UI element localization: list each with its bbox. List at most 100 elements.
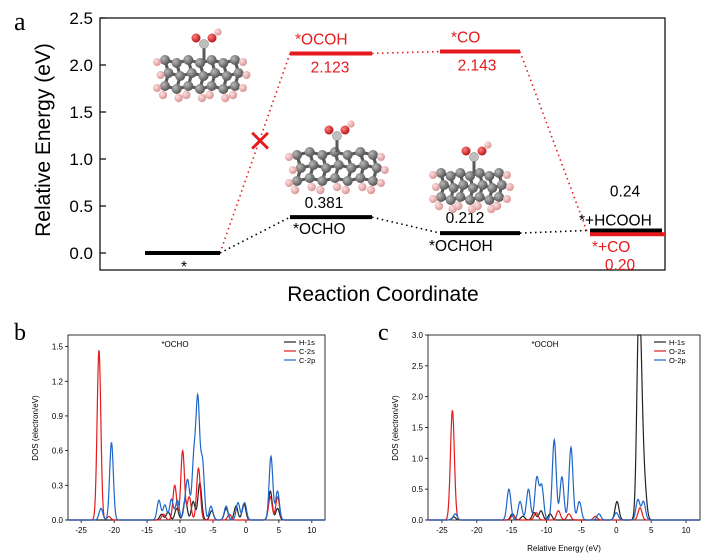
dos-x-tick-label: -5 [578,526,586,535]
carbon-atom [346,163,357,173]
dos-y-tick-label: 0.9 [52,412,64,421]
dos-x-tick-label: 10 [307,526,316,535]
carbon-atom [467,183,478,193]
dos-legend-label: O-2s [669,347,686,356]
carbon-atom [368,176,378,186]
energy-y-tick-label: 1.5 [69,103,93,122]
carbon-atom [474,168,485,178]
dos-y-tick-label: 1.2 [52,377,64,386]
energy-x-axis-label: Reaction Coordinate [287,283,478,306]
dos-y-tick-label: 0.6 [52,447,64,456]
energy-level-name: *OCOH [295,31,348,48]
carbon-atom [233,68,244,78]
hydrogen-atom [377,179,385,187]
hydrogen-atom [156,71,165,79]
dos-c-legend: H-1sO-2sO-2p [654,338,686,365]
dos-y-tick-label: 0.3 [52,481,64,490]
carbon-atom [160,81,170,91]
hydrogen-atom [473,201,482,211]
oxygen-atom [461,146,471,156]
dos-x-tick-label: 5 [649,526,654,535]
carbon-atom [198,71,209,81]
carbon-atom [195,84,205,94]
hydrogen-atom [341,185,350,195]
hydrogen-atom [347,120,355,128]
carbon-atom [359,160,370,170]
carbon-atom [171,58,182,68]
carbon-atom [465,195,475,205]
energy-level-name: *OCHOH [429,238,493,255]
carbon-atom [292,176,302,186]
dos-c-ticks: -25 -20 -15 -10 -5 0 5 10 0.0 0.5 1.0 1.5 2.0 2.5 3.0 [412,331,691,535]
hydrogen-atom [197,93,207,103]
energy-y-axis-label: Relative Energy (eV) [32,43,55,237]
dos-legend-label: H-1s [299,338,315,347]
dos-series-o-2p [428,437,700,521]
carbon-atom [304,173,315,183]
adsorbate-carbon [199,39,209,49]
carbon-atom [210,68,221,78]
energy-y-tick-label: 2.0 [69,56,93,75]
hydrogen-atom [429,171,437,179]
energy-level-name: *+HCOOH [579,212,652,229]
hydrogen-atom [158,90,168,100]
hydrogen-atom [153,84,161,92]
hydrogen-atom [221,93,230,103]
oxygen-atom [324,125,334,135]
hydrogen-atom [434,201,444,211]
dos-x-tick-label: 10 [682,526,691,535]
carbon-atom [321,163,332,173]
carbon-atom [308,160,319,170]
energy-path-connector [519,51,589,235]
dos-c-series [428,334,700,521]
oxygen-atom [191,33,201,43]
carbon-atom [474,192,485,202]
dos-x-tick-label: -10 [541,526,553,535]
carbon-atom [218,84,229,94]
hydrogen-atom [492,201,502,211]
carbon-atom [292,150,302,160]
forbidden-path-cross: × [248,119,271,163]
energy-y-ticks: 0.0 0.5 1.0 1.5 2.0 2.5 [69,9,106,263]
dos-x-tick-label: 0 [244,526,249,535]
hydrogen-atom [290,185,300,195]
dos-series-o-2s [428,410,700,521]
energy-level-name: *OCHO [293,221,346,238]
hydrogen-atom [429,195,437,203]
carbon-atom [436,192,446,202]
carbon-atom [317,176,328,186]
dos-legend-label: O-2p [669,356,686,365]
carbon-atom [448,183,459,193]
adsorbate-carbon [332,131,342,141]
dos-chart-ocho: -25 -20 -15 -10 -5 0 5 10 0.0 0.3 0.6 0.9 1.2 1.5 *OC… [31,334,326,535]
hydrogen-atom [153,58,161,66]
hydrogen-atom [503,171,511,179]
structure-ocoh [153,28,251,103]
carbon-atom [342,176,353,186]
carbon-atom [494,168,504,178]
dos-x-tick-label: 5 [277,526,282,535]
energy-level-name: *CO [451,30,480,47]
carbon-atom [304,147,315,157]
hydrogen-atom [285,153,293,161]
carbon-atom [438,180,449,190]
carbon-atom [465,171,475,181]
dos-b-ticks: -25 -20 -15 -10 -5 0 5 10 0.0 0.3 0.6 0.9 1.2 1.5 [52,343,317,535]
carbon-atom [186,68,197,78]
hydrogen-atom [316,185,325,195]
panel-label-b: b [14,320,26,346]
carbon-atom [195,58,205,68]
hydrogen-atom [454,201,463,211]
energy-y-tick-label: 0.5 [69,197,93,216]
dos-c-y-axis-label: DOS (electron/eV) [391,395,400,461]
dos-y-tick-label: 1.5 [52,343,64,352]
energy-path-connector [371,216,441,234]
carbon-atom [206,55,217,65]
dos-y-tick-label: 0.5 [412,485,424,494]
carbon-atom [496,180,507,190]
energy-level-value: 0.20 [605,257,636,274]
dos-chart-ocoh: -25 -20 -15 -10 -5 0 5 100.00.51.01.52.02.53.0 … [391,331,701,553]
panel-label-c: c [378,320,389,346]
oxygen-atom [207,33,217,43]
